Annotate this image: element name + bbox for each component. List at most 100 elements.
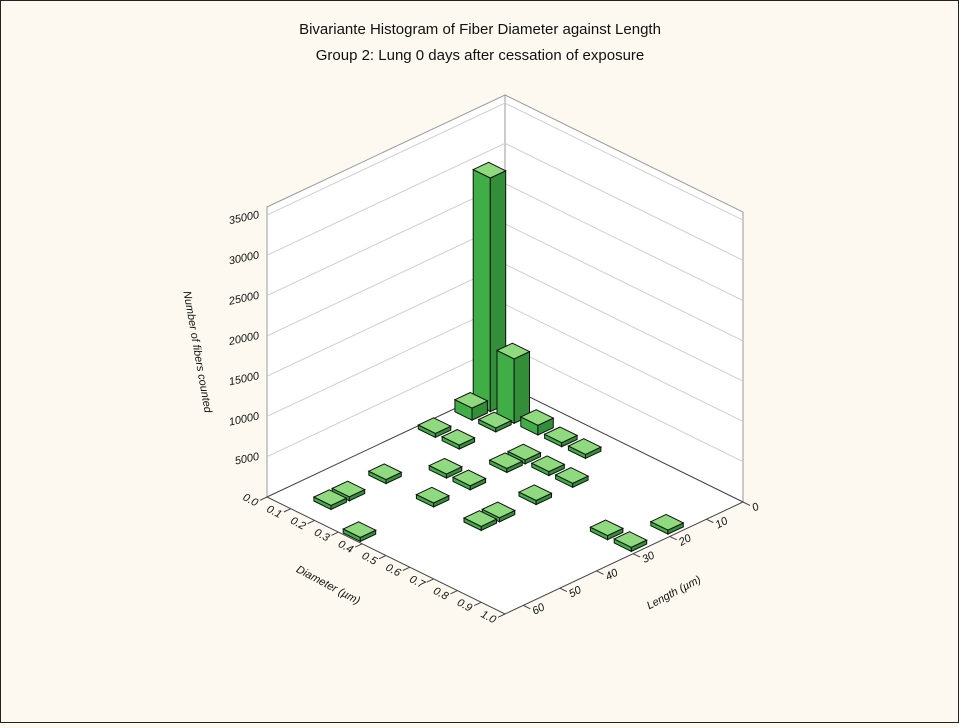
bar-shade <box>631 540 647 552</box>
bar <box>415 486 451 508</box>
grid-line <box>266 102 744 221</box>
y-tick-label: 0 <box>750 500 762 514</box>
bar <box>367 463 403 485</box>
bar-shade <box>481 519 497 531</box>
bar-shade <box>585 447 601 459</box>
bar-top <box>472 161 507 179</box>
bar-top <box>506 443 542 461</box>
y-tick <box>742 501 751 506</box>
bar-shade <box>433 495 449 507</box>
bar-top <box>331 480 366 498</box>
bar-top <box>451 469 487 487</box>
bar-shade <box>514 351 530 424</box>
bar-face <box>472 168 491 413</box>
bar-shade <box>525 452 541 464</box>
x-tick <box>307 519 315 525</box>
y-tick <box>596 570 604 575</box>
y-tick <box>706 518 714 524</box>
bar <box>613 531 648 553</box>
x-tick <box>402 566 411 571</box>
chart-subtitle: Group 2: Lung 0 days after cessation of … <box>316 47 645 64</box>
bar-top <box>530 455 566 473</box>
bar-shade <box>561 435 578 447</box>
bar-top <box>312 489 348 506</box>
bar <box>428 457 463 479</box>
grid-line <box>266 142 744 261</box>
bar-top <box>517 484 553 502</box>
bar <box>530 455 566 477</box>
bar <box>417 417 452 439</box>
bar-shade <box>472 400 488 421</box>
x-tick <box>497 613 506 618</box>
bar <box>495 342 531 425</box>
bar <box>589 519 625 541</box>
x-tick <box>283 508 292 513</box>
bar-shade <box>349 489 365 501</box>
bar-shade <box>499 510 515 522</box>
bar-top <box>554 467 590 484</box>
bar <box>462 510 498 532</box>
bar-top <box>589 519 625 537</box>
bar <box>451 469 487 491</box>
bar-top <box>415 486 451 504</box>
x-tick <box>450 590 458 595</box>
x-tick <box>259 496 268 501</box>
bar-shade <box>506 461 523 473</box>
bar <box>481 501 516 523</box>
bar-shade <box>360 530 376 542</box>
bar <box>554 467 590 489</box>
bar-top <box>367 463 403 481</box>
z-tick-label: 5000 <box>234 451 261 468</box>
bar-shade <box>572 476 589 488</box>
bar-top <box>417 417 452 434</box>
bar-top <box>342 521 377 538</box>
bar-shade <box>607 528 623 540</box>
bar-top <box>477 411 513 429</box>
x-tick <box>354 543 363 548</box>
y-tick <box>523 604 531 610</box>
bar-shade <box>459 437 475 450</box>
bar-top <box>462 510 498 527</box>
bar-shade <box>495 420 512 432</box>
bar-shade <box>386 472 402 484</box>
bar-top <box>567 438 603 455</box>
x-tick <box>378 555 387 560</box>
bar-shade <box>435 426 451 438</box>
bar-shade <box>548 464 565 476</box>
bar-top <box>428 457 463 475</box>
bar-shade <box>470 478 486 490</box>
bar-top <box>481 501 516 519</box>
bar <box>440 428 476 450</box>
bar <box>477 411 513 433</box>
bar-top <box>440 428 476 446</box>
bar-top <box>495 342 531 360</box>
bar <box>488 452 524 474</box>
bar <box>519 409 555 436</box>
bar-shade <box>537 418 554 435</box>
y-tick <box>669 536 677 541</box>
x-tick <box>473 601 482 607</box>
chart-title: Bivariante Histogram of Fiber Diameter a… <box>299 21 661 38</box>
bar-face <box>496 349 515 425</box>
bar-top <box>649 513 685 531</box>
bar <box>312 489 348 511</box>
bar <box>649 513 685 535</box>
bar-top <box>519 409 555 426</box>
bar <box>517 484 553 506</box>
y-tick-label: 20 <box>676 532 694 549</box>
x-tick <box>426 578 434 583</box>
bar <box>342 521 377 543</box>
bar-top <box>453 391 489 409</box>
bar <box>543 426 579 448</box>
bar-top <box>488 452 524 470</box>
bar-shade <box>536 493 552 505</box>
x-tick <box>331 531 339 536</box>
bar-top <box>613 531 648 548</box>
y-tick <box>632 553 641 558</box>
bar <box>567 438 603 460</box>
bar-shade <box>667 522 684 535</box>
bar-shade <box>331 498 347 510</box>
bar-top <box>543 426 579 444</box>
bar <box>453 391 489 422</box>
